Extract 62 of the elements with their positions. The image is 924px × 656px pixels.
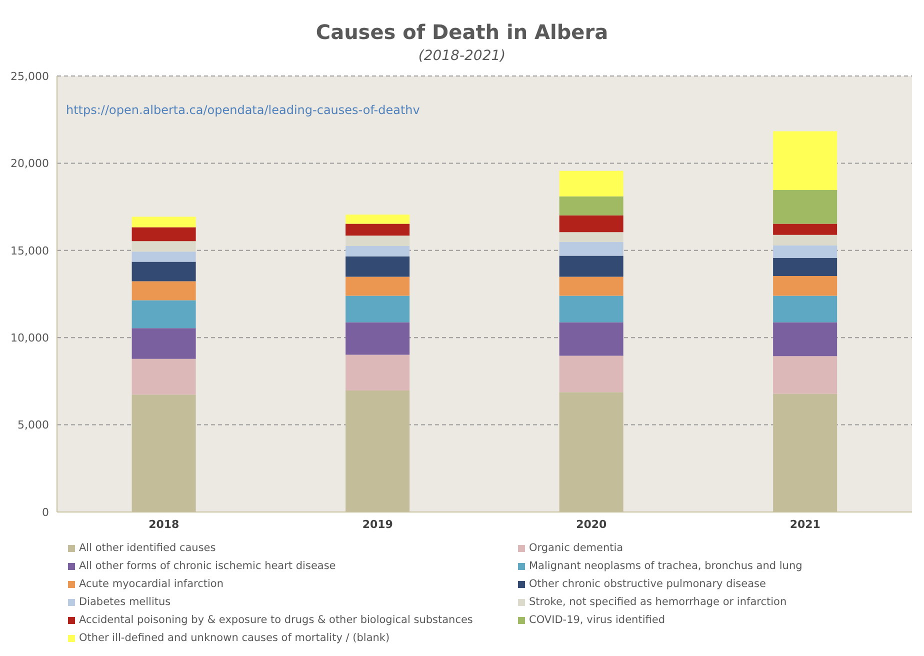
legend-label: Other ill-defined and unknown causes of mortality / (blank) — [79, 632, 390, 644]
legend-label: COVID-19, virus identified — [529, 614, 665, 626]
chart-title: Causes of Death in Albera — [314, 19, 610, 44]
bar — [132, 216, 196, 228]
bar — [559, 322, 624, 356]
bar — [132, 358, 196, 395]
bar — [559, 356, 624, 392]
y-tick-label: 25,000 — [10, 70, 49, 83]
bar — [559, 170, 624, 196]
bar — [132, 262, 196, 282]
bar — [346, 276, 410, 296]
bar — [773, 356, 838, 394]
legend-label: Malignant neoplasms of trachea, bronchus and lung — [529, 560, 802, 572]
bar — [773, 190, 838, 224]
bar — [773, 131, 838, 190]
y-tick-label: 10,000 — [10, 332, 49, 345]
bar — [346, 246, 410, 257]
y-tick-label: 5,000 — [18, 418, 49, 432]
legend-label: Organic dementia — [529, 542, 624, 554]
bar — [773, 276, 838, 296]
bar — [773, 245, 838, 258]
bar — [559, 215, 624, 232]
bar — [559, 232, 624, 242]
bar — [346, 236, 410, 246]
y-tick-label: 0 — [42, 506, 49, 519]
bar — [132, 300, 196, 328]
x-tick-label: 2018 — [148, 518, 180, 531]
x-tick-label: 2020 — [576, 518, 608, 531]
bar — [559, 296, 624, 322]
bar — [346, 322, 410, 355]
bar — [132, 252, 196, 262]
bar — [773, 234, 838, 246]
bar — [559, 276, 624, 296]
bar — [346, 256, 410, 277]
bar — [132, 241, 196, 252]
bar — [559, 256, 624, 277]
bar — [132, 328, 196, 359]
bar — [773, 258, 838, 276]
bar — [773, 322, 838, 356]
bar — [346, 224, 410, 236]
legend-label: Accidental poisoning by & exposure to drugs & other biological substances — [79, 614, 473, 626]
x-tick-label: 2019 — [362, 518, 393, 531]
legend-label: Stroke, not specified as hemorrhage or infarction — [529, 596, 787, 608]
annotation: https://open.alberta.ca/opendata/leading-causes-of-deathv — [66, 103, 420, 117]
chart-subtitle: (2018-2021) — [417, 48, 507, 64]
legend-label: Diabetes mellitus — [79, 596, 171, 608]
bar — [559, 196, 624, 216]
bar — [132, 227, 196, 242]
legend-label: Acute myocardial infarction — [79, 578, 224, 590]
y-tick-label: 20,000 — [10, 157, 49, 170]
legend-label: All other identified causes — [79, 542, 216, 554]
bar — [559, 242, 624, 256]
legend-label: All other forms of chronic ischemic heart disease — [79, 560, 336, 572]
bar — [346, 354, 410, 390]
bar — [773, 296, 838, 322]
bar — [346, 296, 410, 322]
bar — [773, 224, 838, 235]
y-tick-label: 15,000 — [10, 244, 49, 258]
x-tick-label: 2021 — [790, 518, 820, 531]
bar — [132, 281, 196, 300]
legend-label: Other chronic obstructive pulmonary disease — [529, 578, 766, 590]
bar — [346, 214, 410, 224]
